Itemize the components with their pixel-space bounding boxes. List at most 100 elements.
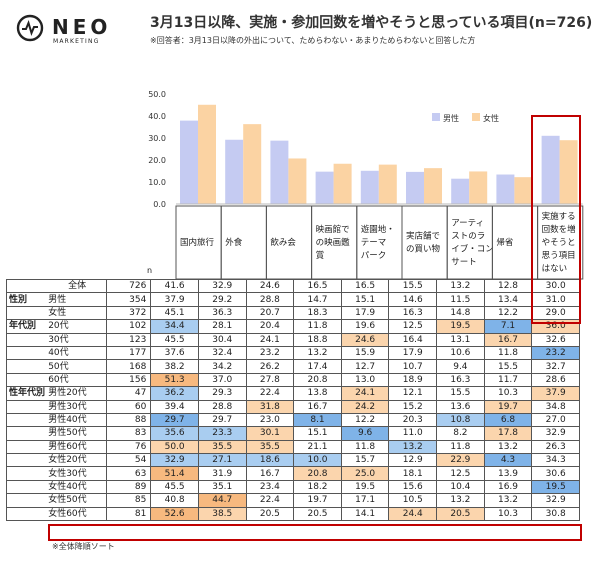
table-cell: 15.9	[340, 345, 390, 361]
row-n: 76	[105, 439, 152, 455]
table-cell: 20.4	[245, 319, 295, 334]
legend-label: 男性	[443, 113, 459, 123]
table-cell: 20.7	[245, 305, 295, 321]
row-n: 83	[105, 426, 152, 441]
table-cell: 31.9	[197, 466, 247, 481]
bar-male-8	[541, 135, 560, 204]
bar-female-4	[378, 164, 397, 204]
category-label: 映画館で	[316, 224, 350, 235]
table-cell: 15.1	[293, 426, 342, 441]
logo-text: NEO	[52, 15, 112, 39]
table-cell: 10.5	[388, 493, 438, 508]
table-cell: 45.1	[150, 305, 199, 321]
table-cell: 37.0	[197, 372, 247, 388]
table-row: 女性30代 63 51.4 31.9 16.7 20.8 25.0 18.1 12.5 13.9 3…	[6, 466, 580, 481]
table-cell: 29.7	[150, 412, 199, 428]
table-cell: 23.2	[245, 345, 295, 361]
table-cell: 7.1	[483, 319, 533, 334]
category-header-cell	[446, 205, 493, 280]
crosstab-table: 全体 726 41.6 32.9 24.6 16.5 16.5 15.5 13.2 12.8 30.…	[6, 278, 580, 522]
table-cell: 17.8	[483, 426, 533, 441]
table-cell: 32.9	[531, 493, 580, 508]
table-cell: 4.3	[483, 453, 533, 468]
table-cell: 19.7	[293, 493, 342, 508]
table-cell: 10.0	[293, 453, 342, 468]
table-cell: 14.8	[436, 305, 485, 321]
table-cell: 36.3	[197, 305, 247, 321]
table-row: 40代 177 37.6 32.4 23.2 13.2 15.9 17.9 10.6 11.8 23…	[6, 345, 580, 361]
table-cell: 15.5	[483, 359, 533, 374]
table-cell: 30.8	[531, 506, 580, 522]
table-cell: 13.2	[293, 345, 342, 361]
table-cell: 22.4	[245, 386, 295, 401]
page-subtitle: ※回答者：3月13日以降の外出について、ためらわない・あまりためらわないと回答し…	[150, 36, 476, 45]
table-row: 女性60代 81 52.6 38.5 20.5 20.5 14.1 24.4 20.5 10.3 3…	[6, 506, 580, 522]
category-label: 実施する	[542, 211, 576, 222]
table-row: 男性60代 76 50.0 35.5 35.5 21.1 11.8 13.2 11.8 13.2 2…	[6, 439, 580, 455]
bar-female-1	[243, 124, 262, 204]
category-label: アーティ	[451, 219, 484, 229]
table-cell: 23.2	[531, 345, 580, 361]
table-cell: 13.9	[483, 466, 533, 481]
table-cell: 35.5	[197, 439, 247, 455]
table-cell: 29.7	[197, 412, 247, 428]
row-group-label	[6, 479, 47, 495]
row-label: 男性50代	[46, 426, 108, 441]
table-cell: 19.5	[436, 319, 485, 334]
row-group-label: 性年代別	[6, 386, 47, 401]
table-row: 50代 168 38.2 34.2 26.2 17.4 12.7 10.7 9.4 15.5 32.…	[6, 359, 580, 374]
table-cell: 12.8	[483, 278, 533, 294]
row-label: 20代	[46, 319, 108, 334]
row-n: 372	[105, 305, 152, 321]
table-cell: 37.9	[150, 292, 199, 307]
row-label: 30代	[46, 332, 108, 347]
row-group-label	[6, 439, 47, 455]
table-cell: 20.8	[293, 466, 342, 481]
row-label: 全体	[46, 278, 108, 294]
table-cell: 6.8	[483, 412, 533, 428]
table-cell: 34.2	[197, 359, 247, 374]
category-label: パーク	[361, 251, 387, 261]
y-tick-label: 20.0	[148, 156, 166, 165]
row-group-label	[6, 493, 47, 508]
y-tick-label: 0.0	[153, 200, 166, 209]
row-group-label	[6, 278, 47, 294]
table-cell: 14.7	[293, 292, 342, 307]
bar-male-7	[496, 174, 515, 204]
row-label: 男性30代	[46, 399, 108, 414]
row-label: 女性60代	[46, 506, 108, 522]
table-cell: 16.7	[245, 466, 295, 481]
table-cell: 20.5	[293, 506, 342, 522]
table-cell: 18.1	[388, 466, 438, 481]
row-group-label	[6, 399, 47, 414]
row-n: 85	[105, 493, 152, 508]
table-cell: 34.8	[531, 399, 580, 414]
table-cell: 20.8	[293, 372, 342, 388]
table-cell: 17.9	[340, 305, 390, 321]
table-cell: 38.5	[197, 506, 247, 522]
row-group-label	[6, 506, 47, 522]
table-cell: 24.1	[340, 386, 390, 401]
table-row: 女性 372 45.1 36.3 20.7 18.3 17.9 16.3 14.8 12.2 29.…	[6, 305, 580, 321]
table-cell: 35.1	[197, 479, 247, 495]
table-cell: 15.6	[388, 479, 438, 495]
table-cell: 30.1	[245, 426, 295, 441]
row-n: 89	[105, 479, 152, 495]
category-label: 遊園地・	[361, 224, 395, 235]
row-label: 女性20代	[46, 453, 108, 468]
bar-female-7	[514, 177, 533, 204]
bar-male-5	[406, 171, 424, 204]
row-group-label	[6, 345, 47, 361]
table-cell: 12.2	[340, 412, 390, 428]
table-cell: 15.5	[436, 386, 485, 401]
table-cell: 13.8	[293, 386, 342, 401]
table-cell: 36.2	[150, 386, 199, 401]
table-cell: 12.9	[388, 453, 438, 468]
table-row: 性年代別 男性20代 47 36.2 29.3 22.4 13.8 24.1 12.1 15.5 1…	[6, 386, 580, 401]
row-label: 男性	[46, 292, 108, 307]
table-cell: 16.3	[436, 372, 485, 388]
table-cell: 18.6	[245, 453, 295, 468]
table-cell: 13.2	[388, 439, 438, 455]
category-label: テーマ	[361, 238, 387, 248]
